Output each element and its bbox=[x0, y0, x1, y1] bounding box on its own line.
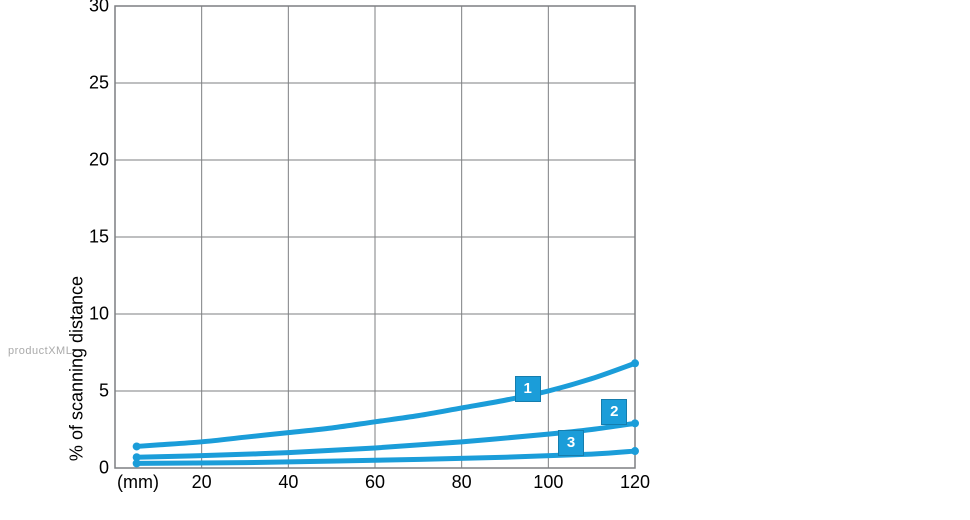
line-chart: 12305101520253020406080100120(mm)% of sc… bbox=[0, 0, 970, 520]
x-tick-label: 20 bbox=[192, 472, 212, 493]
y-tick-label: 25 bbox=[89, 73, 109, 94]
y-tick-label: 0 bbox=[99, 458, 109, 479]
curve-label-2: 2 bbox=[601, 399, 627, 425]
y-tick-label: 5 bbox=[99, 381, 109, 402]
x-tick-label: 60 bbox=[365, 472, 385, 493]
y-tick-label: 20 bbox=[89, 150, 109, 171]
curve-label-3: 3 bbox=[558, 430, 584, 456]
y-axis-label: % of scanning distance bbox=[67, 259, 88, 479]
y-tick-label: 15 bbox=[89, 227, 109, 248]
watermark: productXML bbox=[8, 345, 72, 357]
x-tick-label: 120 bbox=[620, 472, 650, 493]
x-tick-label: 80 bbox=[452, 472, 472, 493]
x-tick-label: 40 bbox=[278, 472, 298, 493]
x-unit-label: (mm) bbox=[117, 472, 159, 493]
y-tick-label: 30 bbox=[89, 0, 109, 17]
y-tick-label: 10 bbox=[89, 304, 109, 325]
curve-label-1: 1 bbox=[515, 376, 541, 402]
x-tick-label: 100 bbox=[533, 472, 563, 493]
